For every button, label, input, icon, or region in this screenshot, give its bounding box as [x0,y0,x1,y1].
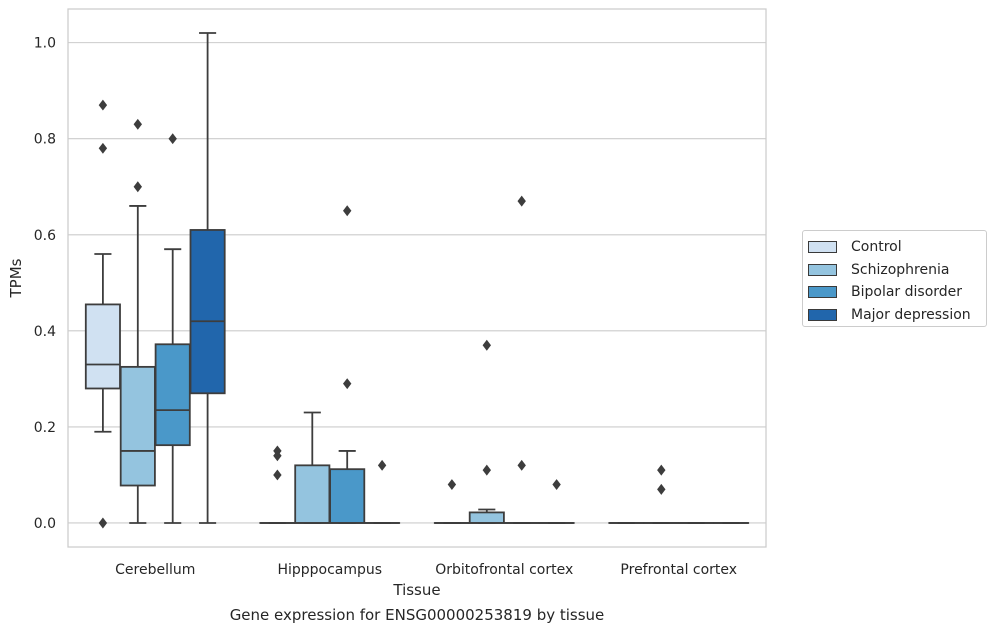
x-tick-labels: Cerebellum Hipppocampus Orbitofrontal cort… [115,562,737,578]
outlier-point [657,464,666,476]
y-tick-label: 0.8 [34,132,56,148]
outlier-point [343,205,352,217]
x-axis-label: Tissue [392,581,440,599]
box-0-2 [154,133,191,524]
legend-label: Schizophrenia [851,261,950,278]
outlier-point [98,142,108,154]
legend-swatch [808,263,837,276]
outlier-point [133,181,142,193]
x-tick-label: Orbitofrontal cortex [435,562,573,578]
chart-caption: Gene expression for ENSG00000253819 by t… [229,606,605,624]
x-tick-label: Cerebellum [115,562,195,578]
outlier-point [168,133,177,145]
x-tick-label: Prefrontal cortex [620,562,737,578]
legend-item: Major depression [808,304,986,327]
outlier-point [482,339,491,351]
box-0-0 [84,99,121,529]
y-axis-label: TPMs [7,258,25,298]
plot-area [67,8,767,548]
legend-item: Schizophrenia [808,259,986,282]
box-iqr [119,365,156,487]
outlier-point [273,450,282,462]
box-iqr [84,303,121,390]
outlier-point [552,479,561,491]
y-tick-label: 1.0 [34,36,56,52]
box-2-1 [468,339,505,524]
box-1-2 [329,205,366,524]
outlier-point [98,517,108,529]
outlier-point [98,99,108,111]
y-tick-label: 0.2 [34,420,56,436]
box-0-1 [119,118,156,524]
box-0-3 [189,32,226,524]
outlier-point [517,459,526,471]
legend: Control Schizophrenia Bipolar disorder Majo… [802,230,987,327]
y-tick-label: 0.4 [34,324,56,340]
boxes-layer [84,32,750,529]
outlier-point [133,118,142,130]
legend-label: Control [851,239,902,256]
legend-swatch [808,241,837,254]
legend-swatch [808,308,837,321]
box-iqr [154,343,191,447]
x-tick-label: Hipppocampus [277,562,382,578]
outlier-point [657,483,666,495]
legend-swatch [808,286,837,299]
box-2-2 [503,195,540,524]
box-iqr [329,468,366,524]
box-2-0 [433,479,470,524]
legend-item: Bipolar disorder [808,281,986,304]
box-1-3 [364,459,401,524]
legend-item: Control [808,236,986,259]
outlier-point [343,378,352,390]
y-tick-label: 0.0 [34,516,56,532]
box-iqr [468,511,505,524]
outlier-point [377,459,387,471]
legend-label: Bipolar disorder [851,284,963,301]
box-iqr [294,464,331,524]
outlier-point [482,464,491,476]
box-2-3 [538,479,575,524]
outlier-point [447,479,457,491]
y-tick-label: 0.6 [34,228,56,244]
box-iqr [189,229,226,395]
y-tick-labels: 0.0 0.2 0.4 0.6 0.8 1.0 [34,36,56,532]
outlier-point [273,469,282,481]
legend-label: Major depression [851,306,971,323]
outlier-point [517,195,526,207]
